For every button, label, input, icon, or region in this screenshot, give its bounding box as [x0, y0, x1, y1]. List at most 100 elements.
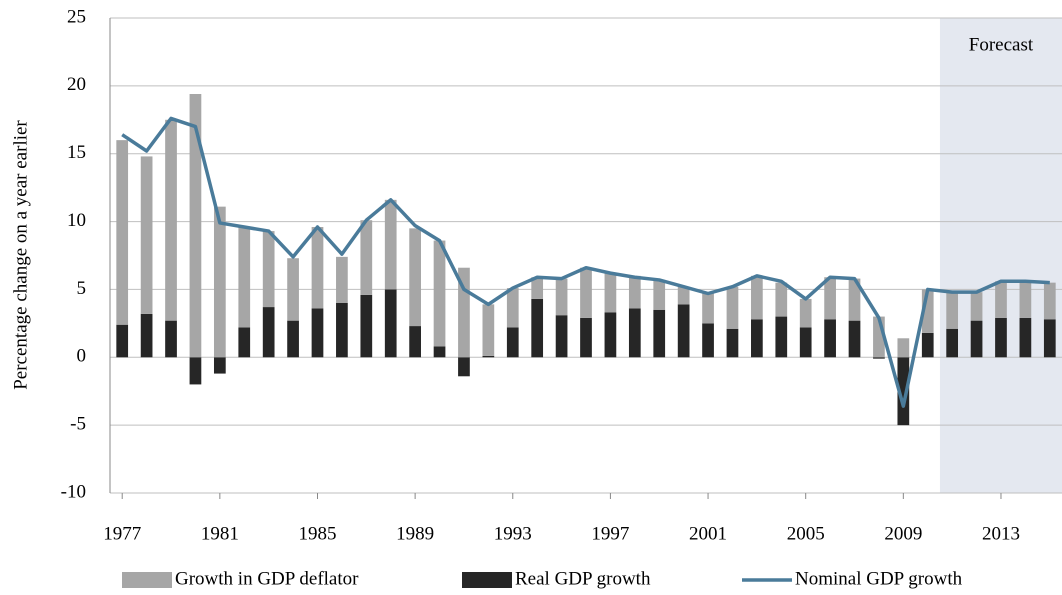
bar: [311, 308, 324, 358]
bar: [897, 357, 910, 426]
bar: [311, 227, 324, 309]
bar: [799, 298, 812, 328]
bar: [433, 346, 446, 358]
bar: [628, 275, 641, 309]
legend-swatch: [122, 572, 172, 588]
bar: [580, 317, 592, 358]
bar: [287, 320, 299, 358]
bar: [726, 286, 739, 329]
y-tick-label: -5: [70, 414, 86, 435]
y-axis-label: Percentage change on a year earlier: [10, 120, 31, 390]
bar: [799, 327, 812, 358]
x-tick-label: 2001: [689, 523, 727, 544]
bar: [775, 282, 788, 317]
bar: [238, 227, 251, 328]
bar: [189, 357, 202, 385]
y-tick-label: 0: [77, 346, 87, 367]
bar: [1019, 281, 1032, 318]
x-tick-label: 2005: [787, 523, 825, 544]
bar: [458, 267, 470, 358]
y-tick-label: 25: [67, 6, 86, 27]
bar: [873, 316, 885, 358]
bar: [751, 319, 763, 358]
bar: [580, 267, 592, 318]
bar: [555, 278, 568, 316]
bar: [653, 309, 666, 358]
forecast-label: Forecast: [969, 34, 1034, 55]
bar: [1043, 319, 1056, 358]
bar: [360, 220, 373, 295]
y-tick-label: -10: [61, 481, 86, 502]
legend-label: Growth in GDP deflator: [175, 568, 359, 589]
bar: [677, 304, 690, 358]
bar: [702, 293, 714, 324]
bar: [262, 231, 275, 308]
bar: [653, 279, 666, 310]
x-tick-label: 1981: [201, 523, 239, 544]
bar: [628, 308, 641, 358]
bar: [702, 323, 714, 358]
x-tick-label: 2013: [982, 523, 1020, 544]
bar: [555, 315, 568, 358]
x-tick-label: 2009: [884, 523, 922, 544]
bar: [409, 228, 421, 327]
bar: [287, 258, 299, 321]
bar: [726, 328, 739, 358]
legend-label: Nominal GDP growth: [795, 568, 963, 589]
bar: [213, 206, 226, 358]
legend-label: Real GDP growth: [515, 568, 651, 589]
bar: [946, 328, 959, 358]
bar: [848, 320, 861, 358]
bar: [336, 256, 348, 303]
bar: [360, 294, 373, 358]
bar: [140, 156, 153, 314]
bar: [970, 320, 983, 358]
bar: [384, 199, 397, 290]
bar: [433, 240, 446, 347]
bar: [189, 94, 202, 358]
bar: [531, 298, 544, 358]
bar: [848, 278, 861, 321]
bar: [482, 355, 495, 358]
bar: [1043, 282, 1056, 320]
x-tick-label: 1993: [494, 523, 532, 544]
bar: [824, 277, 836, 320]
y-tick-label: 5: [77, 278, 87, 299]
bar: [116, 324, 129, 358]
bar: [995, 317, 1007, 358]
bar: [824, 319, 836, 358]
bar: [165, 119, 177, 321]
bar: [677, 286, 690, 305]
y-tick-label: 10: [67, 210, 86, 231]
x-tick-label: 1977: [103, 523, 141, 544]
bar: [213, 357, 226, 374]
bar: [897, 338, 910, 358]
x-tick-label: 1997: [591, 523, 629, 544]
bar: [1019, 317, 1032, 358]
bar: [506, 327, 519, 358]
bar: [604, 312, 617, 358]
bar: [946, 292, 959, 329]
bar: [165, 320, 177, 358]
bar: [604, 273, 617, 313]
bar: [384, 289, 397, 358]
x-tick-label: 1989: [396, 523, 434, 544]
line: [121, 116, 1050, 408]
bar: [262, 307, 275, 358]
bar: [506, 288, 519, 328]
bar: [409, 326, 421, 358]
forecast-region: [939, 18, 1062, 493]
background-layer: Forecast: [110, 17, 1062, 494]
bar: [921, 289, 934, 333]
bar: [873, 357, 885, 359]
bar: [531, 277, 544, 299]
bar: [336, 303, 348, 358]
bar: [238, 327, 251, 358]
bar: [995, 281, 1007, 318]
bar: [140, 313, 153, 358]
bar: [921, 332, 934, 358]
legend-swatch: [462, 572, 512, 588]
x-tick-label: 1985: [298, 523, 336, 544]
y-tick-label: 15: [67, 142, 86, 163]
